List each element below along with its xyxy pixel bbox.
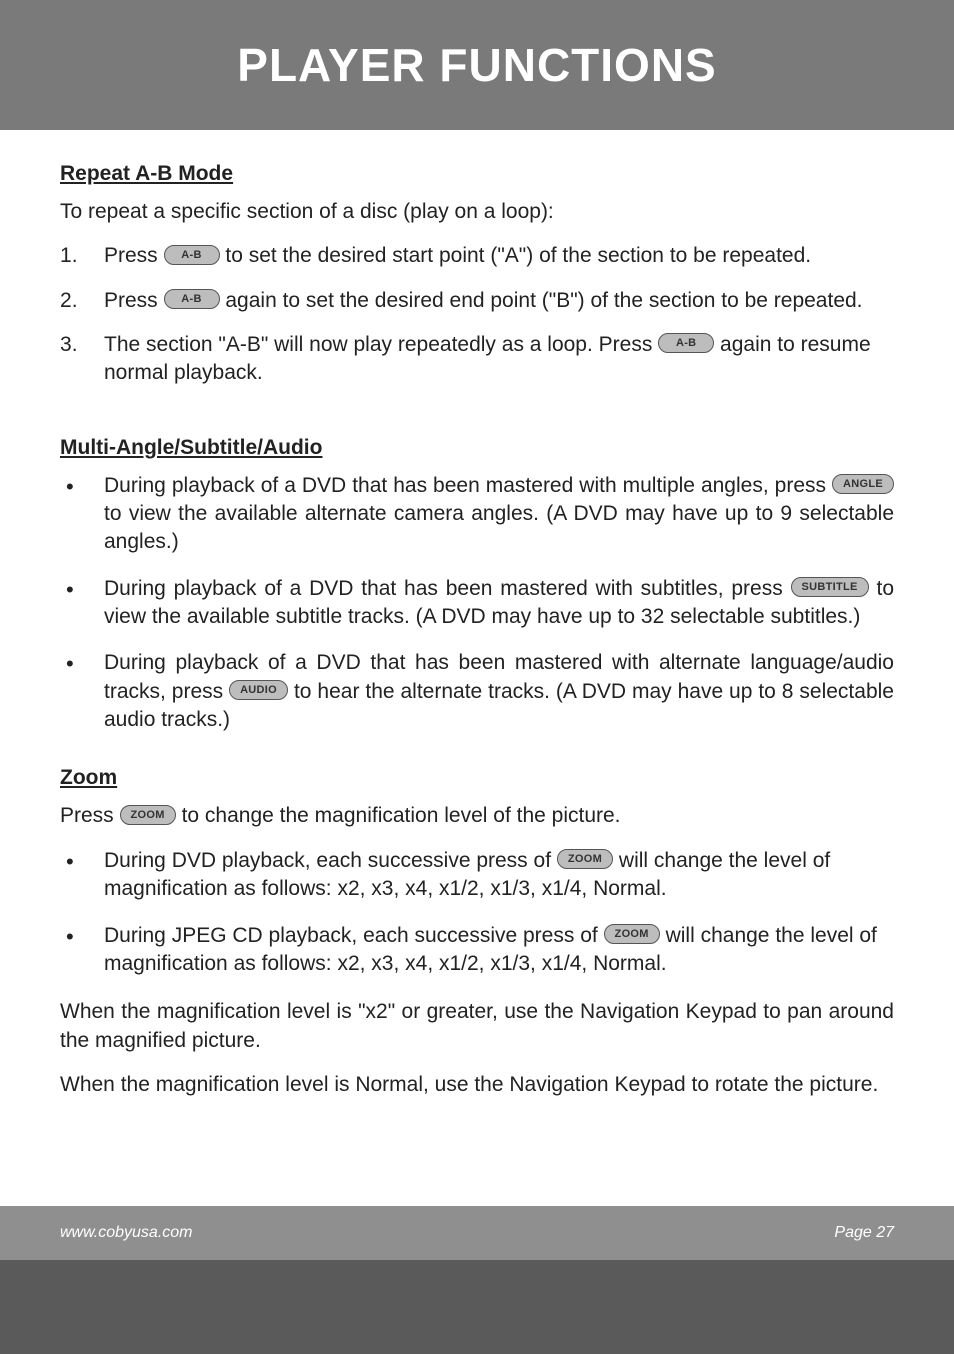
page-title: PLAYER FUNCTIONS: [237, 38, 716, 92]
ab-button-icon: A-B: [658, 333, 714, 353]
zoom-button-icon: ZOOM: [557, 849, 613, 869]
ab-button-icon: A-B: [164, 289, 220, 309]
repeat-step-3: The section "A-B" will now play repeated…: [60, 331, 894, 388]
footer-page-number: Page 27: [834, 1224, 894, 1242]
repeat-step-1: Press A-B to set the desired start point…: [60, 242, 894, 270]
subtitle-button-icon: SUBTITLE: [791, 577, 869, 597]
page-body: Repeat A-B Mode To repeat a specific sec…: [0, 130, 954, 1260]
angle-button-icon: ANGLE: [832, 474, 894, 494]
text: again to set the desired end point ("B")…: [225, 289, 862, 312]
text: During DVD playback, each successive pre…: [104, 849, 557, 872]
text: to change the magnification level of the…: [182, 804, 621, 827]
repeat-steps: Press A-B to set the desired start point…: [60, 242, 894, 387]
text: to view the available alternate camera a…: [104, 502, 894, 553]
multi-item-audio: During playback of a DVD that has been m…: [60, 649, 894, 734]
heading-repeat: Repeat A-B Mode: [60, 162, 894, 186]
text: During playback of a DVD that has been m…: [104, 474, 832, 497]
zoom-button-icon: ZOOM: [120, 805, 176, 825]
text: During JPEG CD playback, each successive…: [104, 924, 604, 947]
audio-button-icon: AUDIO: [229, 680, 288, 700]
text: to set the desired start point ("A") of …: [225, 244, 811, 267]
text: During playback of a DVD that has been m…: [104, 577, 791, 600]
zoom-bullets: During DVD playback, each successive pre…: [60, 847, 894, 978]
text: Press: [104, 244, 164, 267]
text: Press: [104, 289, 164, 312]
zoom-intro: Press ZOOM to change the magnification l…: [60, 802, 894, 830]
footer: www.cobyusa.com Page 27: [0, 1206, 954, 1260]
header-band: PLAYER FUNCTIONS: [0, 0, 954, 130]
heading-zoom: Zoom: [60, 766, 894, 790]
repeat-step-2: Press A-B again to set the desired end p…: [60, 287, 894, 315]
zoom-para-1: When the magnification level is "x2" or …: [60, 998, 894, 1055]
multi-item-angle: During playback of a DVD that has been m…: [60, 472, 894, 557]
zoom-button-icon: ZOOM: [604, 924, 660, 944]
zoom-item-jpeg: During JPEG CD playback, each successive…: [60, 922, 894, 979]
heading-multi: Multi-Angle/Subtitle/Audio: [60, 436, 894, 460]
text: Press: [60, 804, 120, 827]
multi-item-subtitle: During playback of a DVD that has been m…: [60, 575, 894, 632]
zoom-item-dvd: During DVD playback, each successive pre…: [60, 847, 894, 904]
repeat-intro: To repeat a specific section of a disc (…: [60, 198, 894, 226]
ab-button-icon: A-B: [164, 245, 220, 265]
zoom-para-2: When the magnification level is Normal, …: [60, 1071, 894, 1099]
footer-url: www.cobyusa.com: [60, 1224, 193, 1242]
multi-bullets: During playback of a DVD that has been m…: [60, 472, 894, 735]
text: The section "A-B" will now play repeated…: [104, 333, 658, 356]
